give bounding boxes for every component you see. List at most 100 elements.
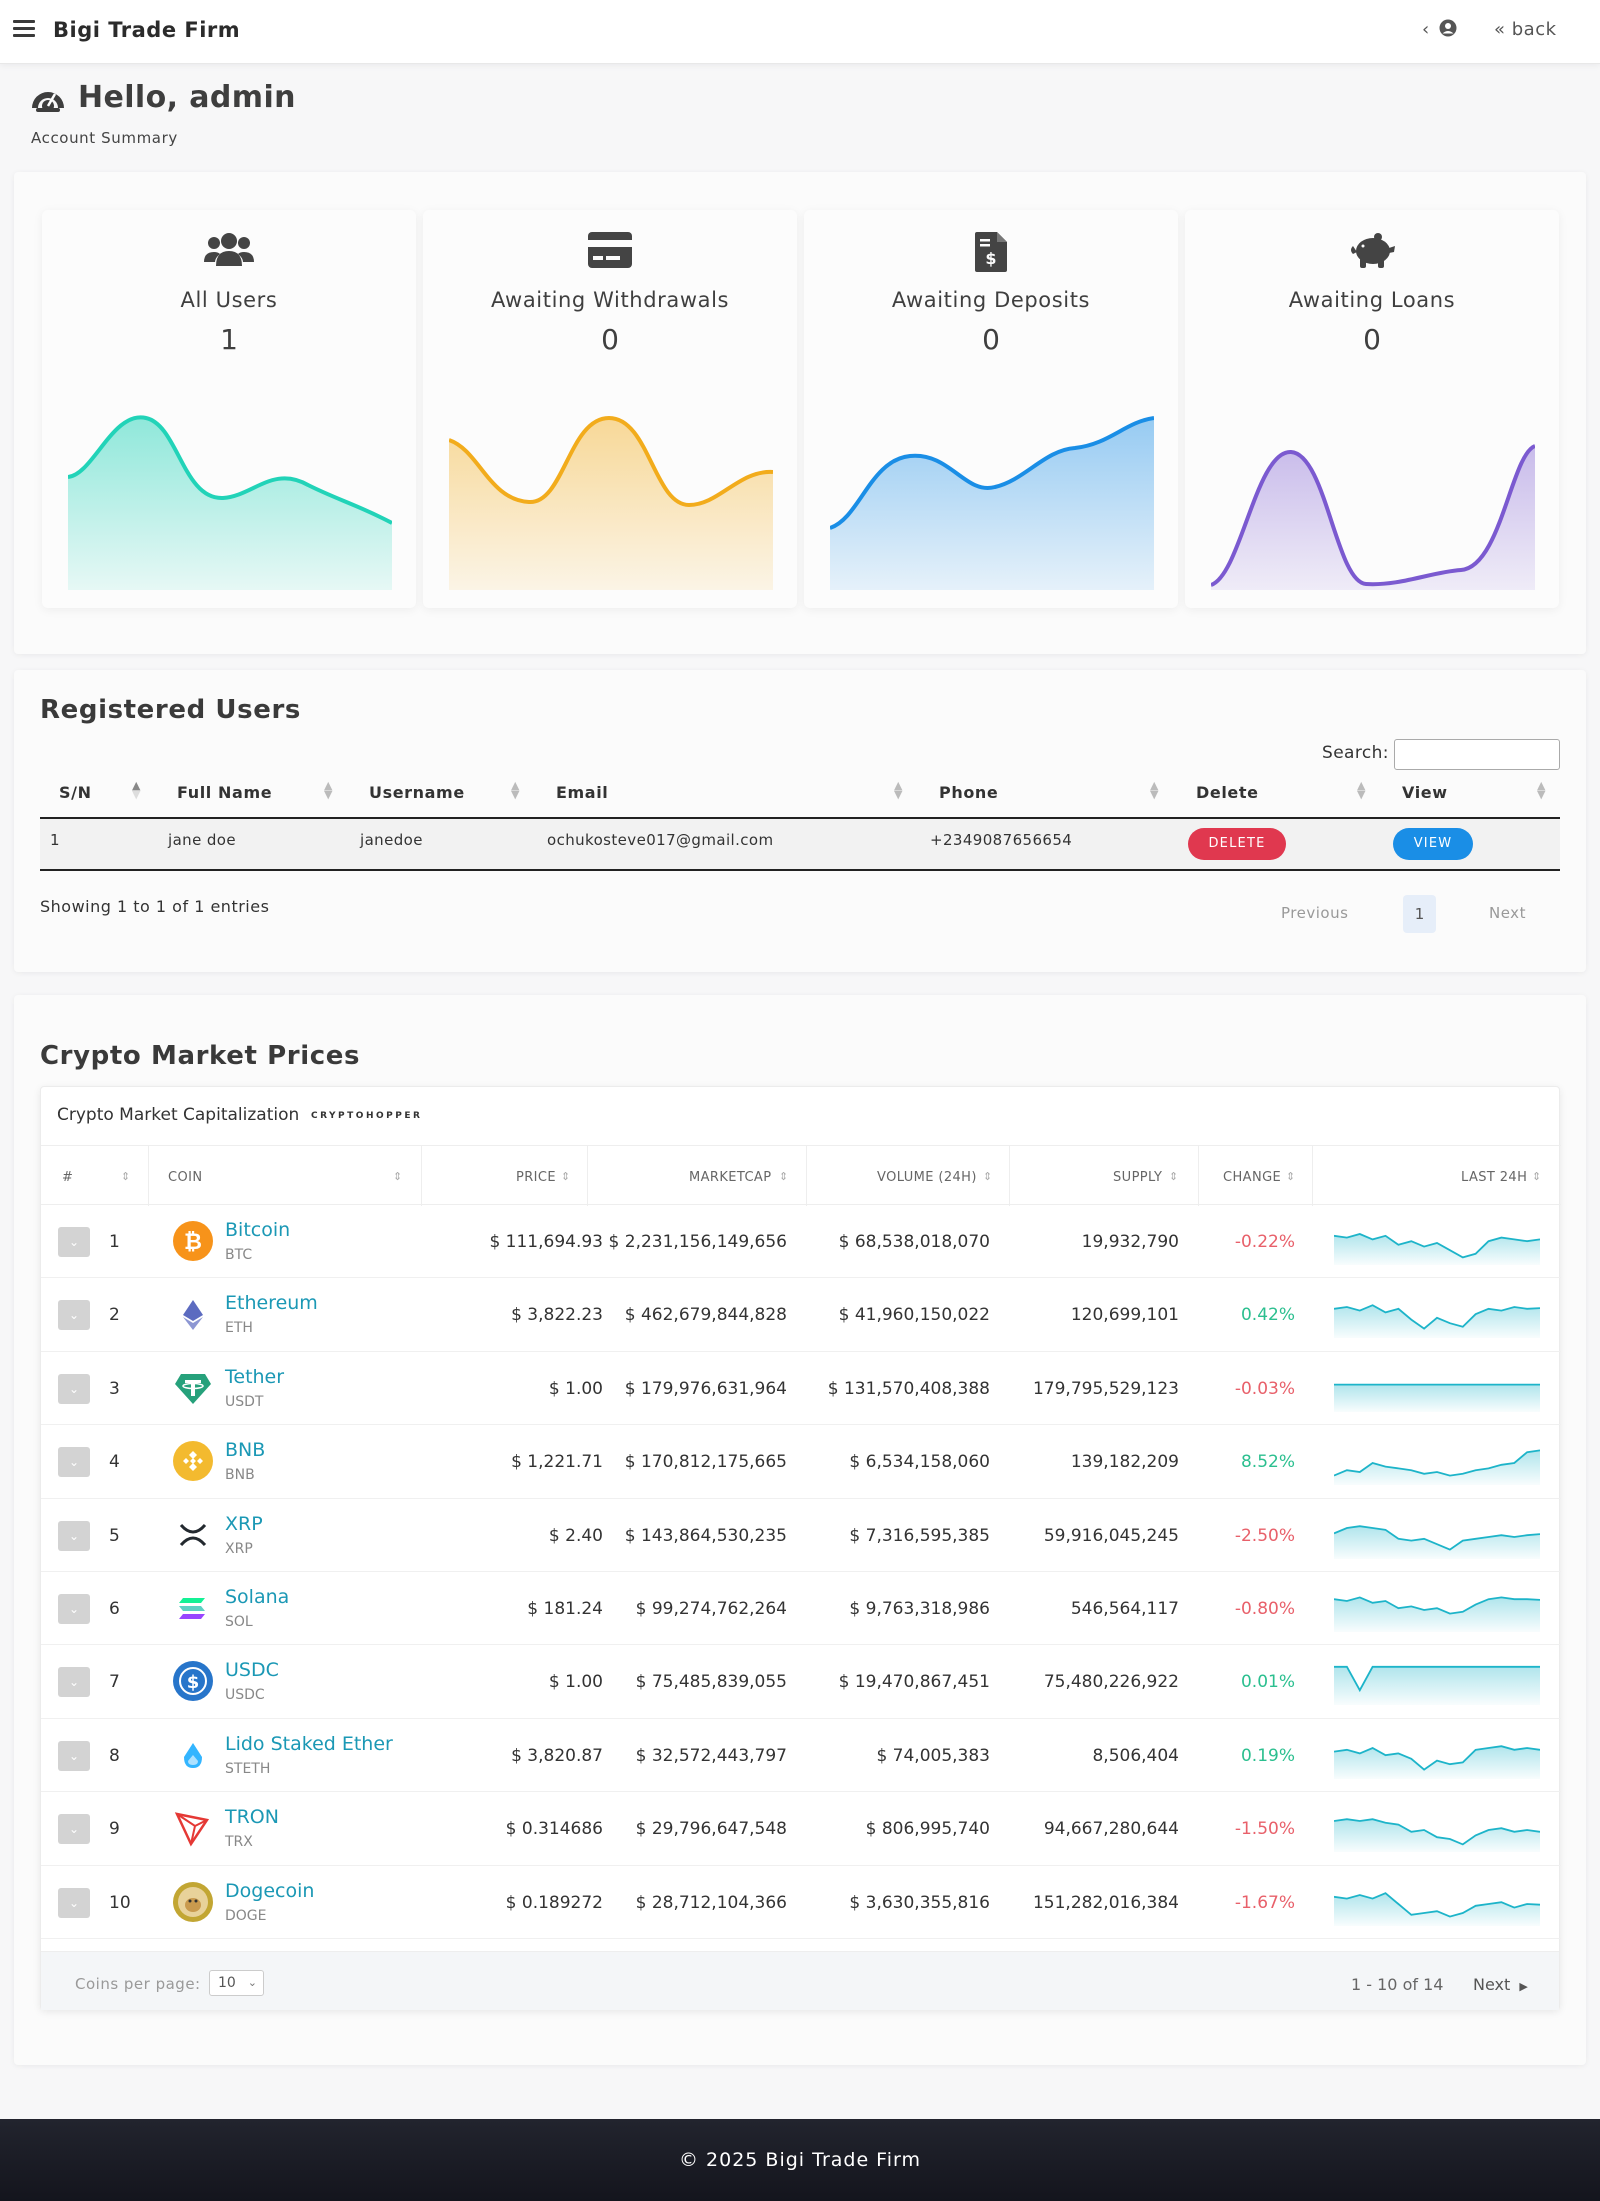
sort-icon[interactable]: ▲ ▼ (324, 779, 333, 801)
sort-icon[interactable]: ⇕ (393, 1170, 403, 1183)
coin-name-link[interactable]: Dogecoin (225, 1879, 315, 1902)
table-row[interactable]: ⌄ 6 Solana SOL $ 181.24 $ 99,274,762,264 $ 9,7… (41, 1572, 1561, 1646)
pagination-page-1[interactable]: 1 (1403, 895, 1436, 933)
coin-symbol: DOGE (225, 1907, 267, 1924)
users-search-input[interactable] (1394, 739, 1560, 770)
table-row[interactable]: ⌄ 10 Dogecoin DOGE $ 0.189272 $ 28,712,104,36… (41, 1866, 1561, 1939)
expand-row-button[interactable]: ⌄ (58, 1227, 90, 1257)
sparkline-chart (1334, 1524, 1540, 1559)
expand-row-button[interactable]: ⌄ (58, 1373, 90, 1404)
coin-name-link[interactable]: Lido Staked Ether (225, 1732, 393, 1755)
sort-icon[interactable]: ⇕ (779, 1170, 789, 1183)
expand-row-button[interactable]: ⌄ (58, 1887, 90, 1918)
expand-row-button[interactable]: ⌄ (58, 1740, 90, 1771)
sort-icon[interactable]: ⇕ (1532, 1170, 1542, 1183)
expand-row-button[interactable]: ⌄ (58, 1814, 90, 1845)
brand-name[interactable]: Bigi Trade Firm (53, 18, 241, 42)
col-view[interactable]: View (1402, 783, 1448, 802)
sort-asc-icon[interactable]: ▲ ▼ (132, 779, 141, 801)
table-row[interactable]: ⌄ 1 ₿ Bitcoin BTC $ 111,694.93 $ 2,231,156,149… (41, 1205, 1561, 1279)
user-menu[interactable]: ‹ (1422, 19, 1457, 40)
coin-rank: 1 (109, 1232, 120, 1252)
stat-title: All Users (180, 288, 278, 312)
coin-name-link[interactable]: USDC (225, 1659, 279, 1682)
col-email[interactable]: Email (556, 783, 609, 802)
search-label: Search: (1322, 743, 1389, 763)
pagination-next[interactable]: Next (1489, 904, 1526, 922)
expand-row-button[interactable]: ⌄ (58, 1447, 90, 1478)
stat-card-deposits[interactable]: $ Awaiting Deposits 0 (804, 210, 1178, 608)
coin-name-link[interactable]: TRON (225, 1806, 279, 1829)
coin-price: $ 1.00 (548, 1378, 603, 1399)
expand-row-button[interactable]: ⌄ (58, 1520, 90, 1551)
delete-user-button[interactable]: DELETE (1188, 828, 1286, 860)
stat-trend-chart (830, 416, 1154, 590)
table-row[interactable]: ⌄ 8 Lido Staked Ether STETH $ 3,820.87 $ 32,5… (41, 1719, 1561, 1793)
back-link[interactable]: « back (1494, 19, 1557, 40)
stat-card-loans[interactable]: Awaiting Loans 0 (1185, 210, 1559, 608)
coin-price: $ 1,221.71 (511, 1452, 603, 1473)
stat-card-withdrawals[interactable]: Awaiting Withdrawals 0 (423, 210, 797, 608)
table-row[interactable]: ⌄ 3 Tether USDT $ 1.00 $ 179,976,631,964 $ 131… (41, 1352, 1561, 1426)
coin-name-link[interactable]: Bitcoin (225, 1219, 291, 1241)
coin-symbol: BTC (225, 1247, 253, 1263)
sort-icon[interactable]: ⇕ (983, 1170, 993, 1183)
sort-icon[interactable]: ⇕ (1169, 1170, 1179, 1183)
pagination-previous[interactable]: Previous (1281, 904, 1349, 922)
stat-title: Awaiting Loans (1288, 288, 1456, 312)
col-phone[interactable]: Phone (939, 783, 999, 802)
coin-name-link[interactable]: BNB (225, 1439, 266, 1462)
table-row[interactable]: ⌄ 2 Ethereum ETH $ 3,822.23 $ 462,679,844,828… (41, 1278, 1561, 1352)
sort-icon[interactable]: ⇕ (121, 1170, 131, 1183)
top-navbar: Bigi Trade Firm ‹ « back (0, 0, 1600, 64)
col-price[interactable]: PRICE (516, 1170, 556, 1185)
col-full-name[interactable]: Full Name (177, 783, 273, 802)
page-footer: © 2025 Bigi Trade Firm (0, 2119, 1600, 2201)
sort-icon[interactable]: ⇕ (1286, 1170, 1296, 1183)
tether-icon (175, 1373, 211, 1404)
coin-volume: $ 806,995,740 (865, 1819, 990, 1840)
stat-card-users[interactable]: All Users 1 (42, 210, 416, 608)
coin-name-link[interactable]: Tether (225, 1365, 285, 1388)
col-change[interactable]: CHANGE (1223, 1170, 1282, 1185)
col-marketcap[interactable]: MARKETCAP (689, 1170, 772, 1185)
expand-row-button[interactable]: ⌄ (58, 1300, 90, 1331)
col-coin[interactable]: COIN (168, 1170, 203, 1185)
coins-per-page-select[interactable]: 10 ⌄ (209, 1970, 264, 1996)
coin-symbol: STETH (225, 1760, 271, 1777)
col-sn[interactable]: S/N (59, 783, 92, 802)
col-username[interactable]: Username (369, 783, 465, 802)
crypto-table-body: ⌄ 1 ₿ Bitcoin BTC $ 111,694.93 $ 2,231,156,149… (41, 1205, 1561, 1939)
chevron-down-icon: ⌄ (247, 1976, 257, 1989)
sort-icon[interactable]: ▲ ▼ (1537, 779, 1546, 801)
crypto-next-button[interactable]: Next ▶ (1473, 1975, 1528, 1994)
coin-name-link[interactable]: Solana (225, 1585, 290, 1608)
cryptohopper-logo[interactable]: CRYPTOHOPPER (311, 1111, 423, 1121)
users-table-header: S/N ▲ ▼ Full Name ▲ ▼ Username ▲ ▼ Email ▲ ▼… (40, 773, 1560, 819)
table-row[interactable]: ⌄ 5 XRP XRP $ 2.40 $ 143,864,530,235 $ 7,316,5… (41, 1499, 1561, 1572)
col-volume[interactable]: VOLUME (24H) (877, 1170, 977, 1185)
sort-icon[interactable]: ▲ ▼ (1357, 779, 1366, 801)
coin-name-link[interactable]: XRP (225, 1512, 263, 1535)
coin-volume: $ 7,316,595,385 (849, 1525, 990, 1546)
sort-icon[interactable]: ▲ ▼ (1150, 779, 1159, 801)
sort-icon[interactable]: ▲ ▼ (511, 779, 520, 801)
sparkline-chart (1334, 1891, 1540, 1926)
users-section-title: Registered Users (40, 695, 301, 725)
sort-icon[interactable]: ▲ ▼ (894, 779, 903, 801)
col-last-24h[interactable]: LAST 24H (1461, 1170, 1528, 1185)
table-row[interactable]: ⌄ 9 TRON TRX $ 0.314686 $ 29,796,647,548 $ 806… (41, 1792, 1561, 1866)
expand-row-button[interactable]: ⌄ (58, 1667, 90, 1698)
col-rank[interactable]: # (62, 1170, 74, 1185)
hamburger-menu-icon[interactable] (13, 20, 35, 38)
expand-row-button[interactable]: ⌄ (58, 1593, 90, 1624)
coin-name-link[interactable]: Ethereum (225, 1292, 318, 1315)
col-delete[interactable]: Delete (1196, 783, 1259, 802)
col-supply[interactable]: SUPPLY (1113, 1170, 1163, 1185)
coin-price: $ 3,820.87 (511, 1745, 603, 1766)
table-row[interactable]: ⌄ 7 $ USDC USDC $ 1.00 $ 75,485,839,055 $ 19,47… (41, 1645, 1561, 1719)
table-row[interactable]: ⌄ 4 BNB BNB $ 1,221.71 $ 170,812,175,665 $ 6,5… (41, 1425, 1561, 1499)
svg-text:$: $ (985, 249, 996, 268)
sort-icon[interactable]: ⇕ (561, 1170, 571, 1183)
view-user-button[interactable]: VIEW (1393, 828, 1473, 860)
